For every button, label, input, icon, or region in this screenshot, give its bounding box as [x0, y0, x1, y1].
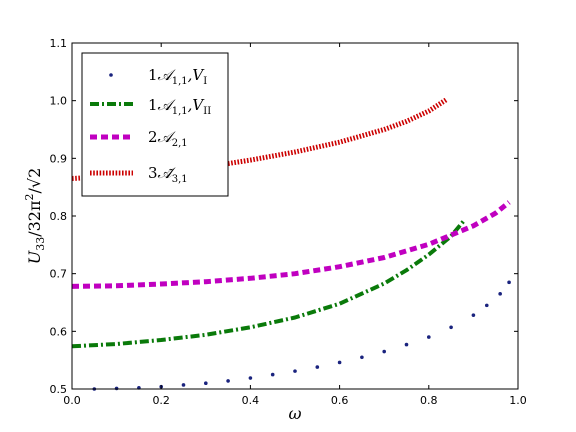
x-tick-label: 0.8 [420, 394, 438, 407]
series-1-point [114, 386, 119, 391]
series-1-point [270, 372, 275, 377]
y-axis-label-sup: 2 [23, 194, 36, 201]
series-1-point [427, 335, 431, 339]
legend-label-2: 1𝒜1,1,VII [148, 96, 211, 117]
series-1-point [471, 313, 476, 317]
y-tick-label: 0.9 [50, 152, 68, 165]
legend: 1𝒜1,1,VI 1𝒜1,1,VII 2𝒜2,1 3𝒜̃3,1 [81, 52, 229, 197]
series-1-point [248, 376, 253, 380]
y-tick-label: 0.7 [50, 268, 68, 281]
series-1-point [181, 383, 186, 387]
x-axis-label: ω [288, 404, 301, 423]
series-1-point [484, 303, 489, 308]
series-1-point [449, 325, 453, 330]
tick-layer: 0.0 0.2 0.4 0.6 0.8 1.0 0.5 0.6 0.7 0.8 0.9 1.0 1.1 [50, 37, 527, 407]
series-2 [71, 218, 467, 349]
series-3 [71, 200, 511, 289]
series-1-point [315, 365, 320, 369]
y-axis-label-mid: /32π [25, 201, 44, 237]
series-3-line [71, 200, 511, 289]
x-tick-label: 1.0 [509, 394, 527, 407]
x-tick-label: 0.0 [63, 394, 81, 407]
legend-swatch-1 [109, 73, 113, 77]
y-tick-label: 0.6 [50, 325, 68, 338]
y-tick-label: 0.8 [50, 210, 68, 223]
series-2-line [71, 218, 467, 349]
x-tick-label: 0.6 [331, 394, 349, 407]
y-tick-label: 1.0 [50, 95, 68, 108]
series-1-point [404, 342, 409, 347]
series-1-point [498, 292, 502, 296]
series-1-point [507, 280, 511, 285]
x-tick-label: 0.2 [152, 394, 170, 407]
series-1-point [337, 360, 342, 365]
series-1-point [293, 369, 297, 373]
series-1-point [226, 379, 230, 383]
y-tick-label: 1.1 [50, 37, 68, 50]
x-tick-label: 0.4 [242, 394, 260, 407]
series-1-point [204, 381, 208, 386]
legend-swatches [90, 73, 133, 176]
series-1-point [360, 355, 364, 360]
y-axis-label-tail: /√2 [25, 168, 44, 194]
y-tick-label: 0.5 [50, 383, 68, 396]
y-axis-label-main: U [25, 250, 44, 264]
y-axis-label-sub: 33 [34, 237, 47, 251]
series-1-point [382, 349, 387, 354]
series-1 [92, 280, 511, 391]
y-axis-label: U33/32π2/√2 [23, 168, 47, 265]
